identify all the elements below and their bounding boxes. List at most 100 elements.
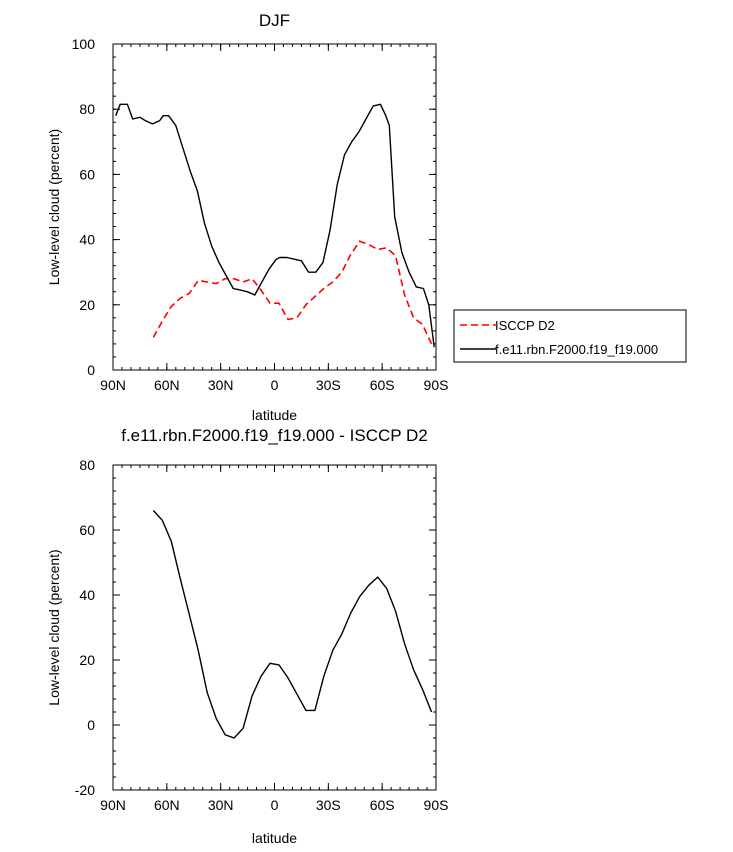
x-tick-label: 30N bbox=[208, 797, 234, 813]
data-point bbox=[350, 612, 351, 613]
x-tick-label: 90S bbox=[424, 377, 449, 393]
data-point bbox=[401, 252, 402, 253]
data-point bbox=[207, 281, 208, 282]
data-point bbox=[276, 259, 277, 260]
x-tick-label: 90N bbox=[100, 797, 126, 813]
chart-title: DJF bbox=[259, 11, 290, 30]
data-point bbox=[261, 281, 262, 282]
data-point bbox=[308, 272, 309, 273]
data-point bbox=[145, 120, 146, 121]
y-tick-label: 80 bbox=[79, 101, 95, 117]
data-point bbox=[287, 319, 288, 320]
data-point bbox=[225, 278, 226, 279]
data-point bbox=[404, 643, 405, 644]
data-point bbox=[162, 321, 163, 322]
data-point bbox=[180, 578, 181, 579]
data-point bbox=[416, 286, 417, 287]
data-point bbox=[423, 288, 424, 289]
data-point bbox=[365, 118, 366, 119]
chart-title: f.e11.rbn.F2000.f19_f19.000 - ISCCP D2 bbox=[121, 426, 428, 445]
y-tick-label: 60 bbox=[79, 166, 95, 182]
legend: ISCCP D2 f.e11.rbn.F2000.f19_f19.000 bbox=[453, 309, 687, 363]
data-point bbox=[175, 125, 176, 126]
x-tick-label: 60S bbox=[370, 377, 395, 393]
data-point bbox=[422, 324, 423, 325]
data-point bbox=[139, 117, 140, 118]
y-tick-label: -20 bbox=[75, 782, 95, 798]
y-tick-label: 40 bbox=[79, 587, 95, 603]
data-point bbox=[395, 255, 396, 256]
data-point bbox=[180, 298, 181, 299]
data-point bbox=[332, 281, 333, 282]
data-point bbox=[330, 229, 331, 230]
y-tick-label: 100 bbox=[72, 36, 96, 52]
data-point bbox=[377, 249, 378, 250]
y-axis-label: Low-level cloud (percent) bbox=[46, 129, 62, 285]
x-tick-label: 60S bbox=[370, 797, 395, 813]
data-point bbox=[132, 118, 133, 119]
data-point bbox=[337, 184, 338, 185]
x-tick-label: 30N bbox=[208, 377, 234, 393]
data-point bbox=[350, 254, 351, 255]
x-tick-label: 0 bbox=[271, 797, 279, 813]
y-tick-label: 40 bbox=[79, 232, 95, 248]
data-point bbox=[358, 131, 359, 132]
data-point bbox=[159, 120, 160, 121]
data-point bbox=[260, 290, 261, 291]
data-point bbox=[198, 650, 199, 651]
data-point bbox=[269, 303, 270, 304]
y-tick-label: 60 bbox=[79, 522, 95, 538]
data-point bbox=[314, 296, 315, 297]
data-point bbox=[216, 283, 217, 284]
data-point bbox=[211, 246, 212, 247]
data-point bbox=[359, 596, 360, 597]
x-tick-label: 60N bbox=[154, 377, 180, 393]
data-point bbox=[243, 281, 244, 282]
data-point bbox=[351, 141, 352, 142]
data-point bbox=[225, 734, 226, 735]
x-tick-label: 90N bbox=[100, 377, 126, 393]
x-tick-label: 30S bbox=[316, 377, 341, 393]
chart-panel-1: DJF 90N 60N 30N 0 30S 60S 90S 0 20 40 60 80 100 latitu… bbox=[46, 11, 687, 423]
data-point bbox=[153, 337, 154, 338]
model-line bbox=[115, 103, 435, 348]
data-point bbox=[218, 262, 219, 263]
data-point bbox=[431, 711, 432, 712]
data-point bbox=[294, 259, 295, 260]
data-point bbox=[380, 104, 381, 105]
data-point bbox=[431, 343, 432, 344]
data-point bbox=[287, 677, 288, 678]
data-point bbox=[422, 689, 423, 690]
data-point bbox=[252, 278, 253, 279]
data-point bbox=[216, 718, 217, 719]
data-point bbox=[243, 728, 244, 729]
data-point bbox=[395, 611, 396, 612]
data-point bbox=[341, 633, 342, 634]
data-point bbox=[385, 115, 386, 116]
data-point bbox=[204, 223, 205, 224]
data-point bbox=[233, 288, 234, 289]
data-point bbox=[234, 737, 235, 738]
legend-label: ISCCP D2 bbox=[495, 318, 555, 333]
data-point bbox=[305, 710, 306, 711]
y-tick-label: 0 bbox=[87, 717, 95, 733]
data-point bbox=[189, 293, 190, 294]
x-axis-label: latitude bbox=[252, 830, 297, 846]
data-point bbox=[413, 317, 414, 318]
data-point bbox=[368, 244, 369, 245]
data-point bbox=[305, 304, 306, 305]
data-point bbox=[301, 260, 302, 261]
data-point bbox=[171, 306, 172, 307]
data-point bbox=[168, 115, 169, 116]
data-point bbox=[234, 278, 235, 279]
data-point bbox=[226, 275, 227, 276]
data-point bbox=[428, 304, 429, 305]
data-point bbox=[296, 694, 297, 695]
data-point bbox=[332, 650, 333, 651]
data-point bbox=[163, 115, 164, 116]
data-point bbox=[296, 317, 297, 318]
data-point bbox=[386, 247, 387, 248]
data-point bbox=[278, 303, 279, 304]
data-point bbox=[394, 216, 395, 217]
